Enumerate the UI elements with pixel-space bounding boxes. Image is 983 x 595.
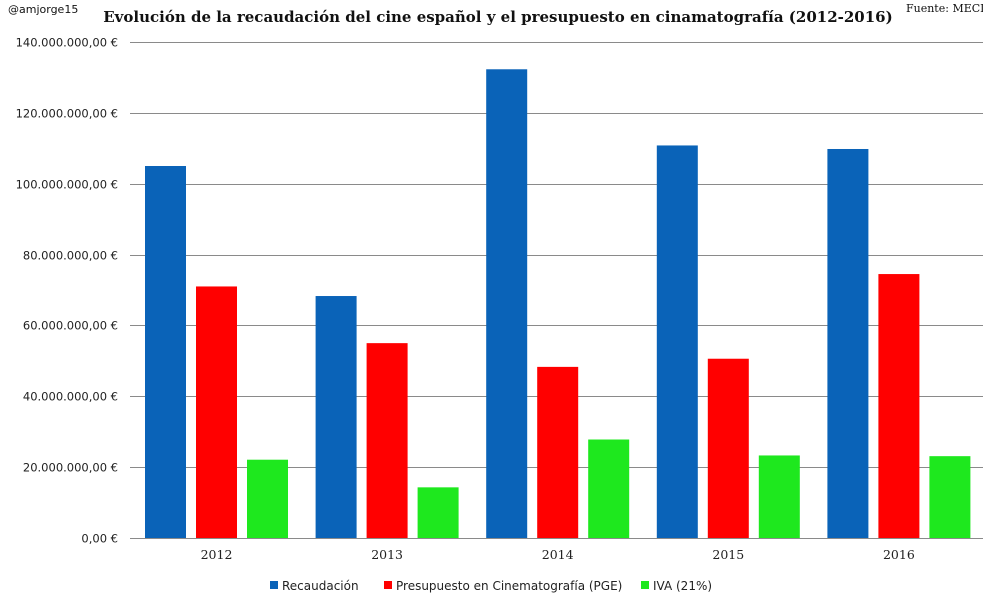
x-tick-label: 2016 — [883, 547, 915, 562]
bars — [145, 69, 971, 539]
y-tick-label: 0,00 € — [81, 532, 118, 546]
y-tick-label: 80.000.000,00 € — [23, 249, 118, 263]
x-axis-ticks: 2012 2013 2014 2015 2016 — [201, 547, 915, 562]
legend-label: IVA (21%) — [653, 579, 712, 593]
y-tick-label: 40.000.000,00 € — [23, 390, 118, 404]
x-tick-label: 2013 — [371, 547, 403, 562]
legend: Recaudación Presupuesto en Cinematografía… — [270, 579, 712, 593]
bar-presupuesto-en-cinematograf-a-pge-2015 — [707, 358, 749, 538]
y-tick-label: 100.000.000,00 € — [16, 178, 118, 192]
x-tick-label: 2014 — [542, 547, 574, 562]
y-tick-label: 20.000.000,00 € — [23, 461, 118, 475]
y-tick-label: 120.000.000,00 € — [16, 107, 118, 121]
bar-recaudaci-n-2014 — [486, 69, 528, 538]
legend-swatch — [270, 581, 278, 589]
x-tick-label: 2012 — [201, 547, 233, 562]
y-tick-label: 60.000.000,00 € — [23, 319, 118, 333]
bar-iva-21-2014 — [588, 439, 630, 538]
bar-iva-21-2013 — [417, 487, 459, 538]
y-tick-label: 140.000.000,00 € — [16, 36, 118, 50]
y-axis-ticks: 0,00 € 20.000.000,00 € 40.000.000,00 € 60.0… — [16, 36, 118, 546]
legend-swatch — [384, 581, 392, 589]
legend-label: Presupuesto en Cinematografía (PGE) — [396, 579, 622, 593]
bar-presupuesto-en-cinematograf-a-pge-2013 — [366, 343, 408, 538]
legend-swatch — [641, 581, 649, 589]
bar-iva-21-2012 — [247, 459, 288, 538]
bar-recaudaci-n-2013 — [315, 296, 357, 538]
chart-title: Evolución de la recaudación del cine esp… — [103, 8, 892, 26]
source-credit: Fuente: MECD — [906, 2, 983, 15]
bar-presupuesto-en-cinematograf-a-pge-2012 — [196, 286, 237, 538]
bar-presupuesto-en-cinematograf-a-pge-2016 — [878, 274, 920, 538]
legend-label: Recaudación — [282, 579, 359, 593]
x-tick-label: 2015 — [712, 547, 744, 562]
bar-recaudaci-n-2016 — [827, 148, 869, 538]
author-handle: @amjorge15 — [8, 3, 78, 16]
bar-iva-21-2015 — [758, 455, 800, 538]
bar-presupuesto-en-cinematograf-a-pge-2014 — [537, 366, 579, 538]
bar-recaudaci-n-2015 — [656, 145, 698, 539]
bar-recaudaci-n-2012 — [145, 166, 186, 538]
bar-iva-21-2016 — [929, 456, 971, 538]
